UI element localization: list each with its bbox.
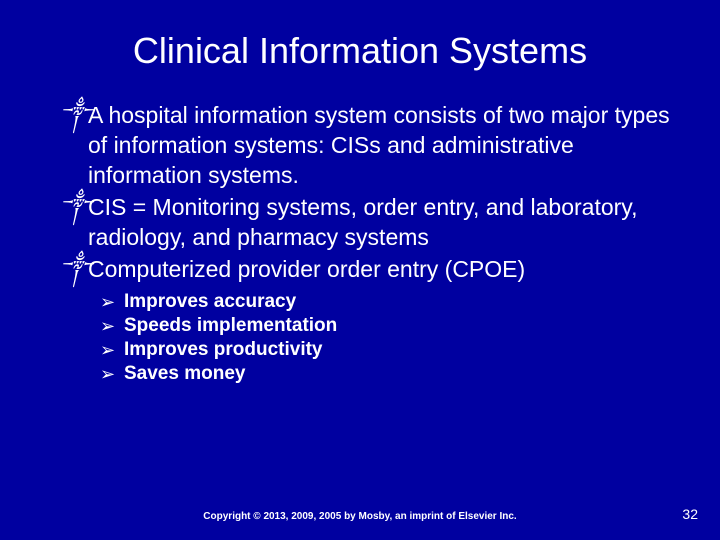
sub-list-item: ➢ Saves money	[100, 362, 680, 386]
sub-list-item-text: Improves productivity	[124, 338, 323, 362]
list-item: ༒ A hospital information system consists…	[60, 100, 680, 190]
list-item-text: Computerized provider order entry (CPOE)	[88, 254, 525, 284]
sub-list-item-text: Speeds implementation	[124, 314, 337, 338]
page-number: 32	[682, 506, 698, 522]
bullet-icon: ༒	[60, 254, 88, 284]
slide: Clinical Information Systems ༒ A hospita…	[0, 0, 720, 540]
sub-list: ➢ Improves accuracy ➢ Speeds implementat…	[40, 290, 680, 386]
sub-list-item: ➢ Speeds implementation	[100, 314, 680, 338]
sub-bullet-icon: ➢	[100, 314, 124, 338]
sub-bullet-icon: ➢	[100, 362, 124, 386]
bullet-icon: ༒	[60, 100, 88, 130]
copyright-text: Copyright © 2013, 2009, 2005 by Mosby, a…	[0, 511, 720, 522]
list-item: ༒ Computerized provider order entry (CPO…	[60, 254, 680, 284]
sub-bullet-icon: ➢	[100, 338, 124, 362]
bullet-icon: ༒	[60, 192, 88, 222]
slide-title: Clinical Information Systems	[80, 30, 640, 72]
footer: Copyright © 2013, 2009, 2005 by Mosby, a…	[0, 511, 720, 522]
sub-list-item-text: Improves accuracy	[124, 290, 296, 314]
sub-list-item: ➢ Improves accuracy	[100, 290, 680, 314]
sub-bullet-icon: ➢	[100, 290, 124, 314]
list-item-text: CIS = Monitoring systems, order entry, a…	[88, 192, 680, 252]
list-item: ༒ CIS = Monitoring systems, order entry,…	[60, 192, 680, 252]
main-list: ༒ A hospital information system consists…	[40, 100, 680, 284]
list-item-text: A hospital information system consists o…	[88, 100, 680, 190]
sub-list-item: ➢ Improves productivity	[100, 338, 680, 362]
sub-list-item-text: Saves money	[124, 362, 245, 386]
